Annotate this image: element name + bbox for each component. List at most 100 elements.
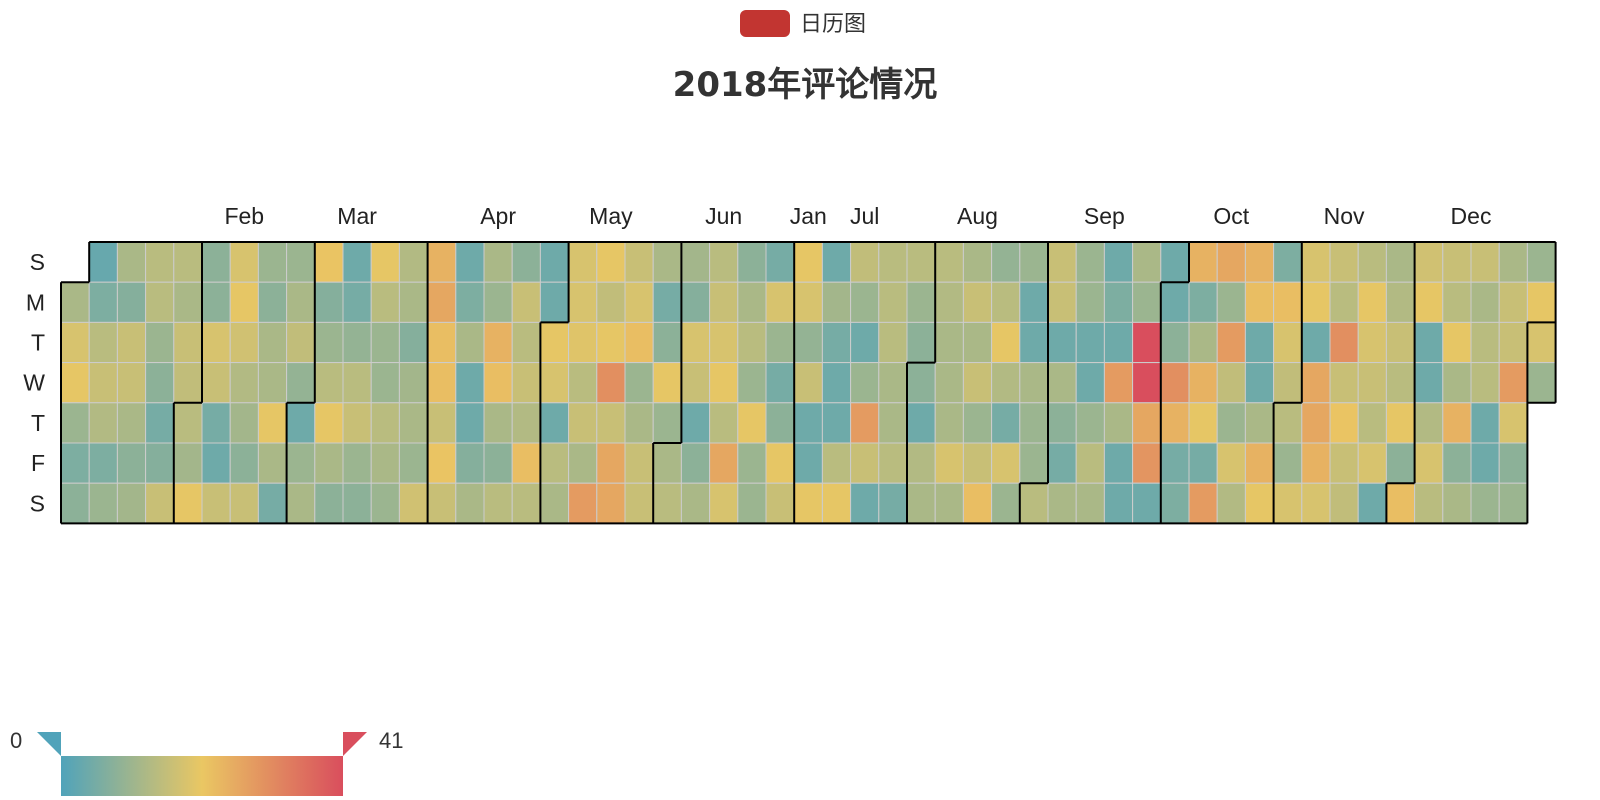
day-cell[interactable] bbox=[1160, 321, 1190, 364]
day-cell[interactable] bbox=[1019, 362, 1049, 404]
day-cell[interactable] bbox=[88, 362, 118, 404]
day-cell[interactable] bbox=[1414, 442, 1444, 484]
day-cell[interactable] bbox=[427, 482, 457, 524]
day-cell[interactable] bbox=[1329, 362, 1359, 404]
day-cell[interactable] bbox=[850, 281, 880, 323]
day-cell[interactable] bbox=[539, 362, 570, 404]
day-cell[interactable] bbox=[991, 321, 1021, 364]
day-cell[interactable] bbox=[257, 482, 288, 524]
day-cell[interactable] bbox=[1526, 281, 1557, 323]
day-cell[interactable] bbox=[793, 241, 823, 283]
day-cell[interactable] bbox=[821, 482, 852, 524]
day-cell[interactable] bbox=[680, 442, 711, 484]
day-cell[interactable] bbox=[511, 442, 541, 484]
day-cell[interactable] bbox=[539, 241, 570, 283]
day-cell[interactable] bbox=[1385, 321, 1416, 364]
day-cell[interactable] bbox=[1188, 482, 1218, 524]
day-cell[interactable] bbox=[1442, 402, 1472, 444]
day-cell[interactable] bbox=[257, 281, 288, 323]
day-cell[interactable] bbox=[1160, 402, 1190, 444]
day-cell[interactable] bbox=[596, 442, 626, 484]
day-cell[interactable] bbox=[1414, 482, 1444, 524]
day-cell[interactable] bbox=[1075, 442, 1105, 484]
day-cell[interactable] bbox=[286, 402, 316, 444]
day-cell[interactable] bbox=[116, 241, 147, 283]
day-cell[interactable] bbox=[1329, 281, 1359, 323]
day-cell[interactable] bbox=[680, 482, 711, 524]
day-cell[interactable] bbox=[229, 321, 259, 364]
visual-map-gradient-bar[interactable] bbox=[61, 756, 343, 796]
day-cell[interactable] bbox=[314, 281, 344, 323]
day-cell[interactable] bbox=[1385, 442, 1416, 484]
day-cell[interactable] bbox=[709, 321, 739, 364]
day-cell[interactable] bbox=[624, 281, 654, 323]
day-cell[interactable] bbox=[1498, 402, 1528, 444]
day-cell[interactable] bbox=[1414, 241, 1444, 283]
day-cell[interactable] bbox=[680, 281, 711, 323]
day-cell[interactable] bbox=[1470, 482, 1500, 524]
day-cell[interactable] bbox=[398, 442, 429, 484]
day-cell[interactable] bbox=[906, 241, 936, 283]
day-cell[interactable] bbox=[991, 402, 1021, 444]
day-cell[interactable] bbox=[511, 482, 541, 524]
day-cell[interactable] bbox=[1244, 442, 1275, 484]
day-cell[interactable] bbox=[483, 241, 513, 283]
day-cell[interactable] bbox=[173, 281, 203, 323]
day-cell[interactable] bbox=[314, 402, 344, 444]
day-cell[interactable] bbox=[455, 281, 485, 323]
day-cell[interactable] bbox=[370, 321, 400, 364]
day-cell[interactable] bbox=[1188, 321, 1218, 364]
day-cell[interactable] bbox=[709, 241, 739, 283]
day-cell[interactable] bbox=[596, 321, 626, 364]
day-cell[interactable] bbox=[596, 281, 626, 323]
day-cell[interactable] bbox=[1301, 241, 1331, 283]
day-cell[interactable] bbox=[1414, 321, 1444, 364]
day-cell[interactable] bbox=[1160, 442, 1190, 484]
day-cell[interactable] bbox=[568, 362, 598, 404]
visual-map[interactable]: 0 41 bbox=[10, 728, 403, 796]
day-cell[interactable] bbox=[342, 442, 372, 484]
day-cell[interactable] bbox=[680, 321, 711, 364]
day-cell[interactable] bbox=[173, 442, 203, 484]
day-cell[interactable] bbox=[991, 241, 1021, 283]
day-cell[interactable] bbox=[286, 442, 316, 484]
day-cell[interactable] bbox=[88, 281, 118, 323]
day-cell[interactable] bbox=[1357, 281, 1387, 323]
day-cell[interactable] bbox=[991, 482, 1021, 524]
day-cell[interactable] bbox=[1357, 321, 1387, 364]
day-cell[interactable] bbox=[201, 321, 231, 364]
day-cell[interactable] bbox=[1047, 281, 1077, 323]
day-cell[interactable] bbox=[878, 281, 908, 323]
day-cell[interactable] bbox=[1244, 362, 1275, 404]
day-cell[interactable] bbox=[539, 442, 570, 484]
day-cell[interactable] bbox=[991, 362, 1021, 404]
day-cell[interactable] bbox=[1357, 362, 1387, 404]
day-cell[interactable] bbox=[116, 321, 147, 364]
day-cell[interactable] bbox=[1357, 402, 1387, 444]
day-cell[interactable] bbox=[1470, 402, 1500, 444]
day-cell[interactable] bbox=[427, 442, 457, 484]
day-cell[interactable] bbox=[229, 402, 259, 444]
day-cell[interactable] bbox=[906, 482, 936, 524]
day-cell[interactable] bbox=[568, 241, 598, 283]
day-cell[interactable] bbox=[765, 281, 795, 323]
day-cell[interactable] bbox=[370, 362, 400, 404]
day-cell[interactable] bbox=[1498, 482, 1528, 524]
day-cell[interactable] bbox=[145, 402, 175, 444]
day-cell[interactable] bbox=[1442, 482, 1472, 524]
day-cell[interactable] bbox=[1470, 281, 1500, 323]
day-cell[interactable] bbox=[850, 362, 880, 404]
day-cell[interactable] bbox=[906, 402, 936, 444]
day-cell[interactable] bbox=[1019, 402, 1049, 444]
day-cell[interactable] bbox=[1301, 442, 1331, 484]
day-cell[interactable] bbox=[455, 442, 485, 484]
series-legend[interactable]: 日历图 bbox=[740, 10, 866, 37]
day-cell[interactable] bbox=[1244, 241, 1275, 283]
day-cell[interactable] bbox=[314, 482, 344, 524]
day-cell[interactable] bbox=[1019, 241, 1049, 283]
day-cell[interactable] bbox=[1132, 362, 1162, 404]
day-cell[interactable] bbox=[1047, 241, 1077, 283]
day-cell[interactable] bbox=[145, 482, 175, 524]
day-cell[interactable] bbox=[1273, 482, 1303, 524]
day-cell[interactable] bbox=[1329, 241, 1359, 283]
